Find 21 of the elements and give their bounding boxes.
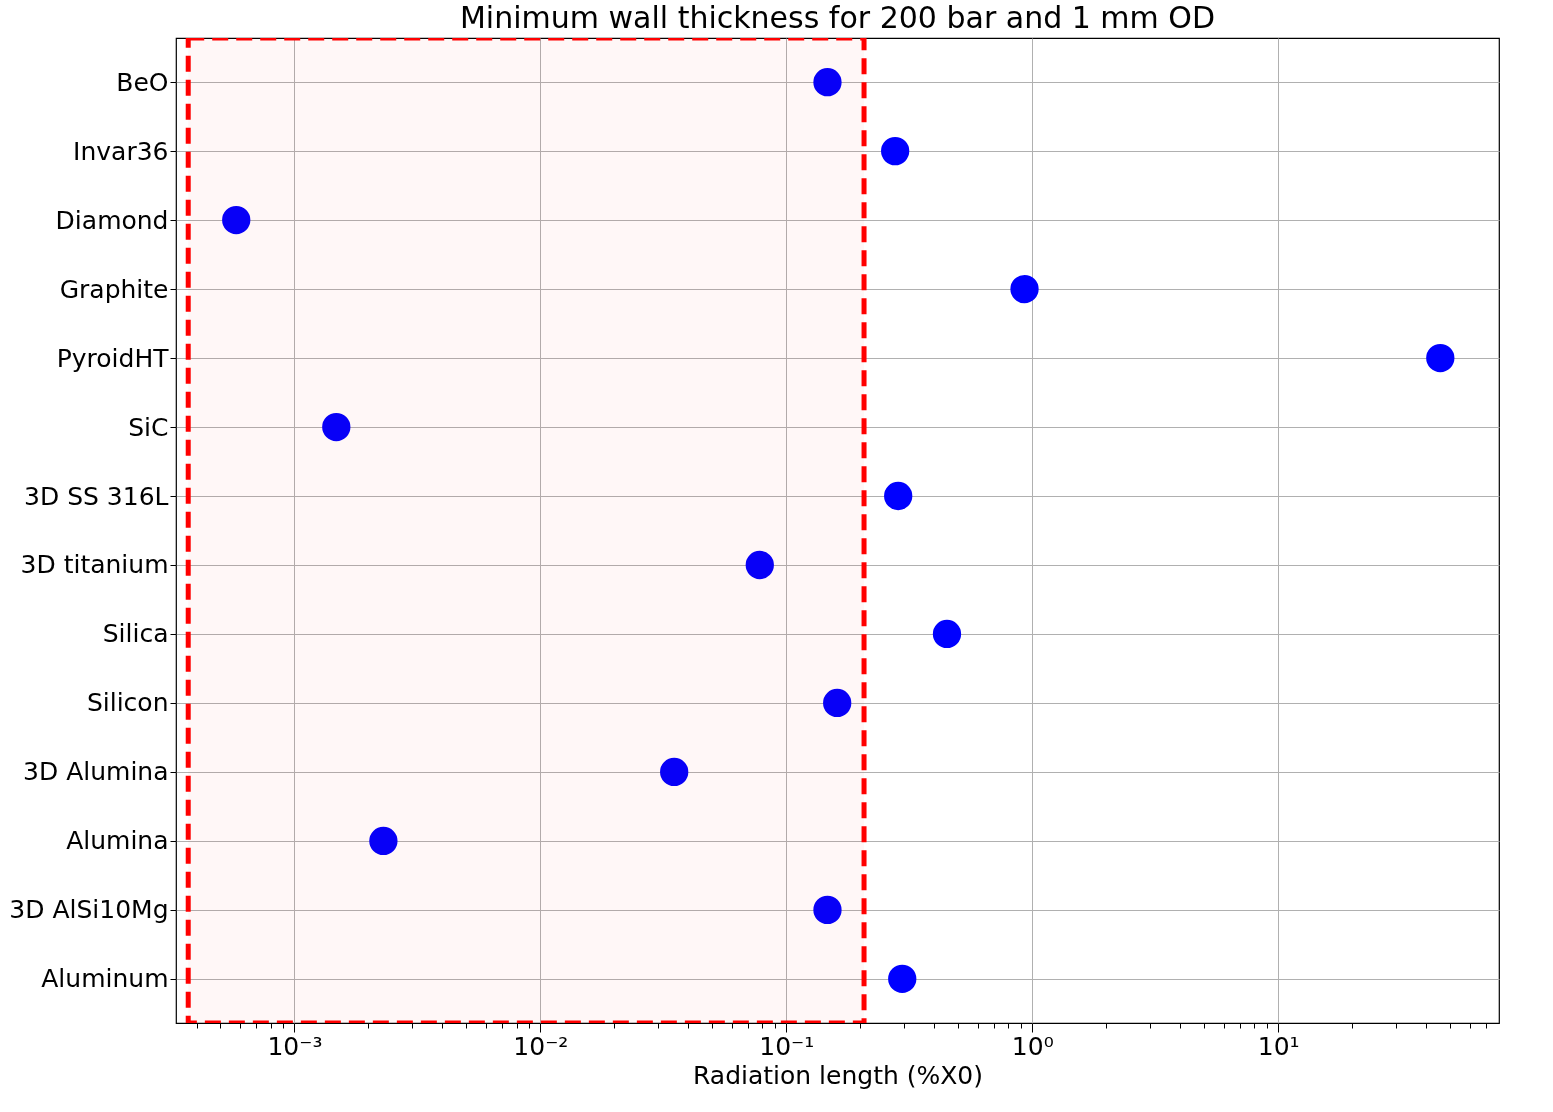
x-tick-label: 10⁻¹ bbox=[759, 1031, 815, 1061]
y-tick-label: SiC bbox=[128, 412, 169, 442]
x-tick-label: 10⁻² bbox=[513, 1031, 569, 1061]
y-tick-label: Silica bbox=[102, 619, 169, 649]
x-tick-label: 10⁻³ bbox=[267, 1031, 323, 1061]
x-tick-label: 10⁰ bbox=[1011, 1031, 1054, 1061]
y-tick-label: BeO bbox=[116, 67, 169, 97]
y-tick-label: 3D titanium bbox=[20, 550, 169, 580]
y-tick-label: Silicon bbox=[86, 688, 169, 718]
y-tick-label: Alumina bbox=[66, 826, 169, 856]
x-axis-title: Radiation length (%X0) bbox=[692, 1060, 984, 1090]
x-tick-label: 10¹ bbox=[1257, 1031, 1300, 1061]
y-tick-label: Aluminum bbox=[41, 964, 169, 994]
y-tick-label: Diamond bbox=[55, 205, 169, 235]
y-tick-label: 3D AlSi10Mg bbox=[9, 895, 169, 925]
chart-title: Minimum wall thickness for 200 bar and 1 mm OD bbox=[459, 0, 1216, 35]
y-tick-label: 3D SS 316L bbox=[24, 481, 169, 511]
y-tick-label: Graphite bbox=[59, 274, 169, 304]
y-tick-label: PyroidHT bbox=[56, 343, 170, 373]
y-tick-label: Invar36 bbox=[73, 136, 169, 166]
y-tick-label: 3D Alumina bbox=[23, 757, 169, 787]
